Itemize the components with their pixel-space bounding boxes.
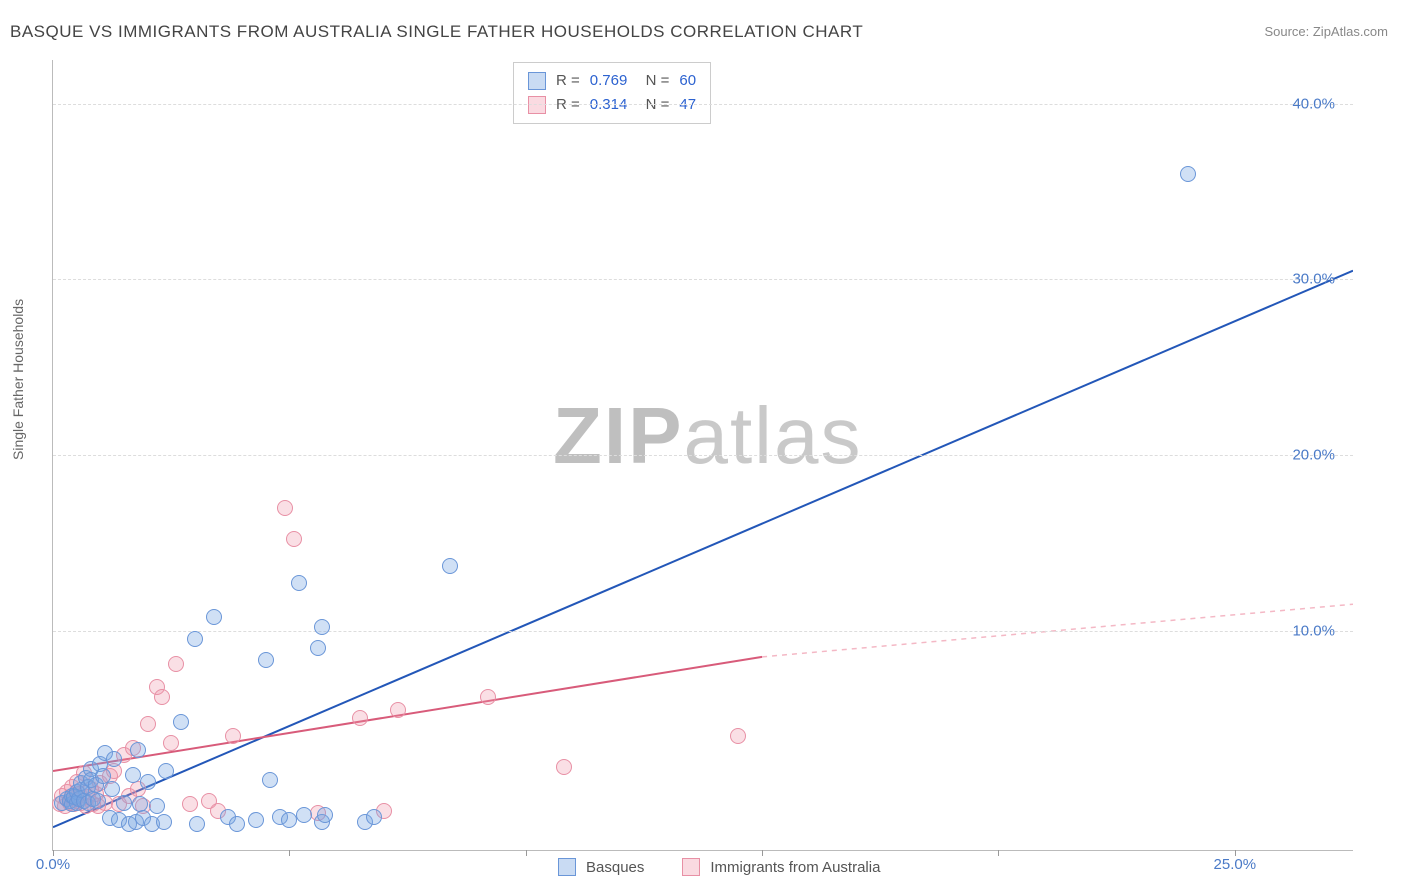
data-point bbox=[310, 640, 326, 656]
data-point bbox=[168, 656, 184, 672]
legend-bottom: Basques Immigrants from Australia bbox=[558, 858, 880, 876]
xtick-label: 0.0% bbox=[36, 856, 70, 873]
data-point bbox=[291, 575, 307, 591]
source-name: ZipAtlas.com bbox=[1313, 24, 1388, 39]
data-point bbox=[189, 816, 205, 832]
data-point bbox=[229, 816, 245, 832]
data-point bbox=[390, 702, 406, 718]
data-point bbox=[366, 809, 382, 825]
data-point bbox=[225, 728, 241, 744]
data-point bbox=[130, 742, 146, 758]
data-point bbox=[314, 619, 330, 635]
legend-bottom-blue-label: Basques bbox=[586, 859, 644, 876]
swatch-blue bbox=[528, 72, 546, 90]
legend-n-label: N = bbox=[637, 69, 669, 93]
xtick-mark bbox=[526, 850, 527, 856]
legend-n-label: N = bbox=[637, 93, 669, 117]
legend-blue-r: 0.769 bbox=[590, 69, 628, 93]
trend-line bbox=[53, 271, 1353, 828]
legend-top: R = 0.769 N = 60 R = 0.314 N = 47 bbox=[513, 62, 711, 124]
data-point bbox=[286, 531, 302, 547]
legend-pink-r: 0.314 bbox=[590, 93, 628, 117]
data-point bbox=[90, 793, 106, 809]
xtick-mark bbox=[762, 850, 763, 856]
gridline-h bbox=[53, 631, 1353, 632]
trend-line bbox=[53, 657, 762, 771]
watermark-bold: ZIP bbox=[553, 391, 683, 480]
ytick-label: 10.0% bbox=[1292, 622, 1335, 639]
data-point bbox=[730, 728, 746, 744]
data-point bbox=[187, 631, 203, 647]
xtick-label: 25.0% bbox=[1214, 856, 1257, 873]
data-point bbox=[258, 652, 274, 668]
data-point bbox=[277, 500, 293, 516]
gridline-h bbox=[53, 455, 1353, 456]
data-point bbox=[317, 807, 333, 823]
data-point bbox=[173, 714, 189, 730]
y-axis-label: Single Father Households bbox=[10, 299, 26, 460]
chart-title: BASQUE VS IMMIGRANTS FROM AUSTRALIA SING… bbox=[10, 22, 863, 42]
data-point bbox=[104, 781, 120, 797]
watermark: ZIPatlas bbox=[553, 390, 862, 482]
data-point bbox=[442, 558, 458, 574]
data-point bbox=[140, 716, 156, 732]
legend-r-label: R = bbox=[556, 93, 580, 117]
data-point bbox=[556, 759, 572, 775]
swatch-pink bbox=[682, 858, 700, 876]
data-point bbox=[182, 796, 198, 812]
source-prefix: Source: bbox=[1264, 24, 1312, 39]
data-point bbox=[352, 710, 368, 726]
data-point bbox=[156, 814, 172, 830]
plot-area: ZIPatlas R = 0.769 N = 60 R = 0.314 N = … bbox=[52, 60, 1353, 851]
gridline-h bbox=[53, 279, 1353, 280]
legend-blue-n: 60 bbox=[679, 69, 696, 93]
legend-top-row-pink: R = 0.314 N = 47 bbox=[528, 93, 696, 117]
data-point bbox=[106, 751, 122, 767]
xtick-mark bbox=[289, 850, 290, 856]
data-point bbox=[158, 763, 174, 779]
xtick-mark bbox=[998, 850, 999, 856]
ytick-label: 30.0% bbox=[1292, 271, 1335, 288]
data-point bbox=[480, 689, 496, 705]
data-point bbox=[262, 772, 278, 788]
data-point bbox=[1180, 166, 1196, 182]
ytick-label: 40.0% bbox=[1292, 95, 1335, 112]
source-attribution: Source: ZipAtlas.com bbox=[1264, 24, 1388, 39]
legend-top-row-blue: R = 0.769 N = 60 bbox=[528, 69, 696, 93]
data-point bbox=[154, 689, 170, 705]
swatch-blue bbox=[558, 858, 576, 876]
legend-bottom-pink-label: Immigrants from Australia bbox=[710, 859, 880, 876]
data-point bbox=[149, 798, 165, 814]
swatch-pink bbox=[528, 96, 546, 114]
ytick-label: 20.0% bbox=[1292, 447, 1335, 464]
gridline-h bbox=[53, 104, 1353, 105]
data-point bbox=[296, 807, 312, 823]
data-point bbox=[206, 609, 222, 625]
watermark-rest: atlas bbox=[683, 391, 862, 480]
data-point bbox=[248, 812, 264, 828]
legend-pink-n: 47 bbox=[679, 93, 696, 117]
data-point bbox=[140, 774, 156, 790]
data-point bbox=[116, 795, 132, 811]
legend-r-label: R = bbox=[556, 69, 580, 93]
data-point bbox=[163, 735, 179, 751]
